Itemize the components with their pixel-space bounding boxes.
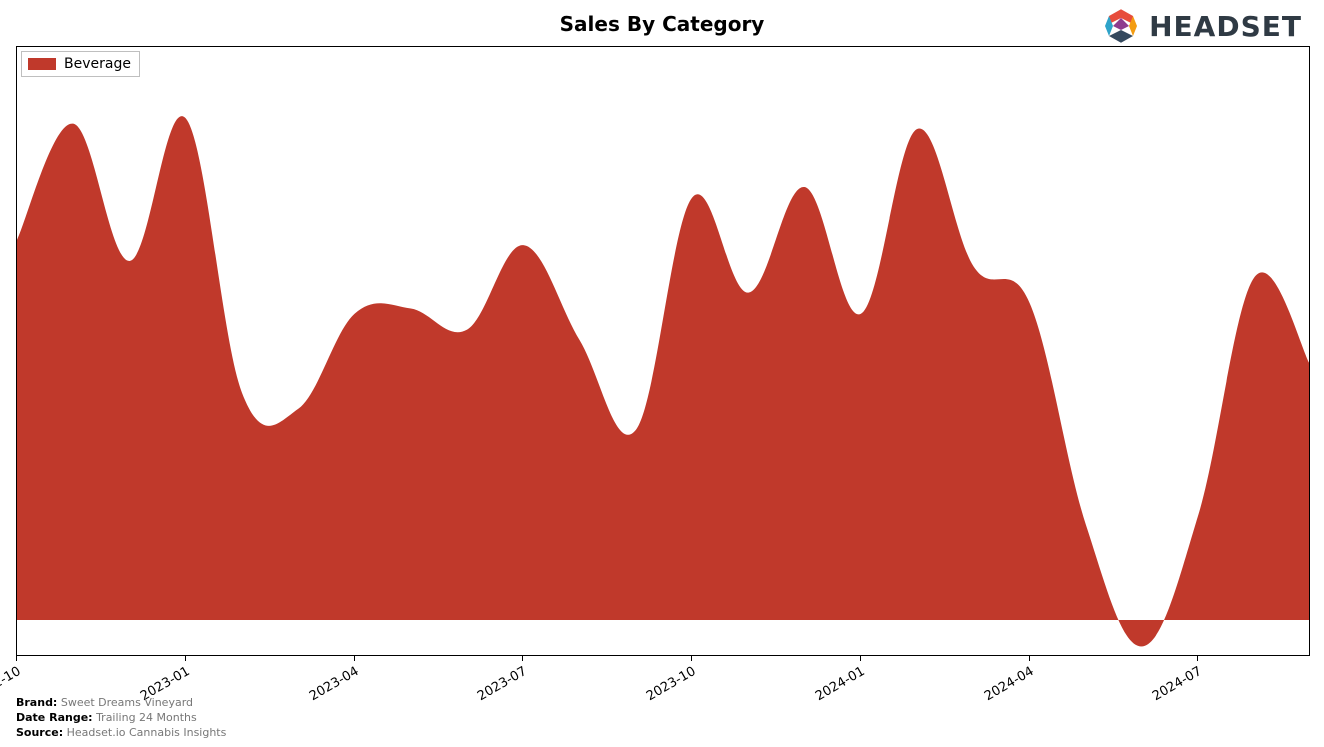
x-tick — [860, 656, 861, 661]
x-tick — [16, 656, 17, 661]
x-tick — [1029, 656, 1030, 661]
chart-container: Sales By Category HEADSET Beverage 2022-… — [0, 0, 1324, 747]
meta-date-range: Date Range: Trailing 24 Months — [16, 711, 226, 726]
brand-logo-text: HEADSET — [1149, 10, 1302, 43]
x-tick — [691, 656, 692, 661]
plot-area: Beverage — [16, 46, 1310, 656]
legend: Beverage — [21, 51, 140, 77]
x-tick-label: 2024-01 — [813, 664, 868, 704]
headset-logo-icon — [1101, 6, 1141, 46]
x-axis-labels: 2022-102023-012023-042023-072023-102024-… — [16, 656, 1310, 696]
x-tick — [354, 656, 355, 661]
x-tick-label: 2023-04 — [307, 664, 362, 704]
brand-logo: HEADSET — [1101, 6, 1302, 46]
x-tick-label: 2024-04 — [982, 664, 1037, 704]
x-tick-label: 2023-10 — [644, 664, 699, 704]
x-tick — [1197, 656, 1198, 661]
legend-label: Beverage — [64, 56, 131, 72]
chart-metadata: Brand: Sweet Dreams Vineyard Date Range:… — [16, 696, 226, 741]
meta-source: Source: Headset.io Cannabis Insights — [16, 726, 226, 741]
x-tick — [522, 656, 523, 661]
legend-swatch — [28, 58, 56, 70]
series-area — [17, 116, 1310, 646]
area-chart-svg — [17, 47, 1310, 656]
meta-brand: Brand: Sweet Dreams Vineyard — [16, 696, 226, 711]
x-tick — [185, 656, 186, 661]
x-tick-label: 2023-07 — [475, 664, 530, 704]
x-tick-label: 2024-07 — [1150, 664, 1205, 704]
